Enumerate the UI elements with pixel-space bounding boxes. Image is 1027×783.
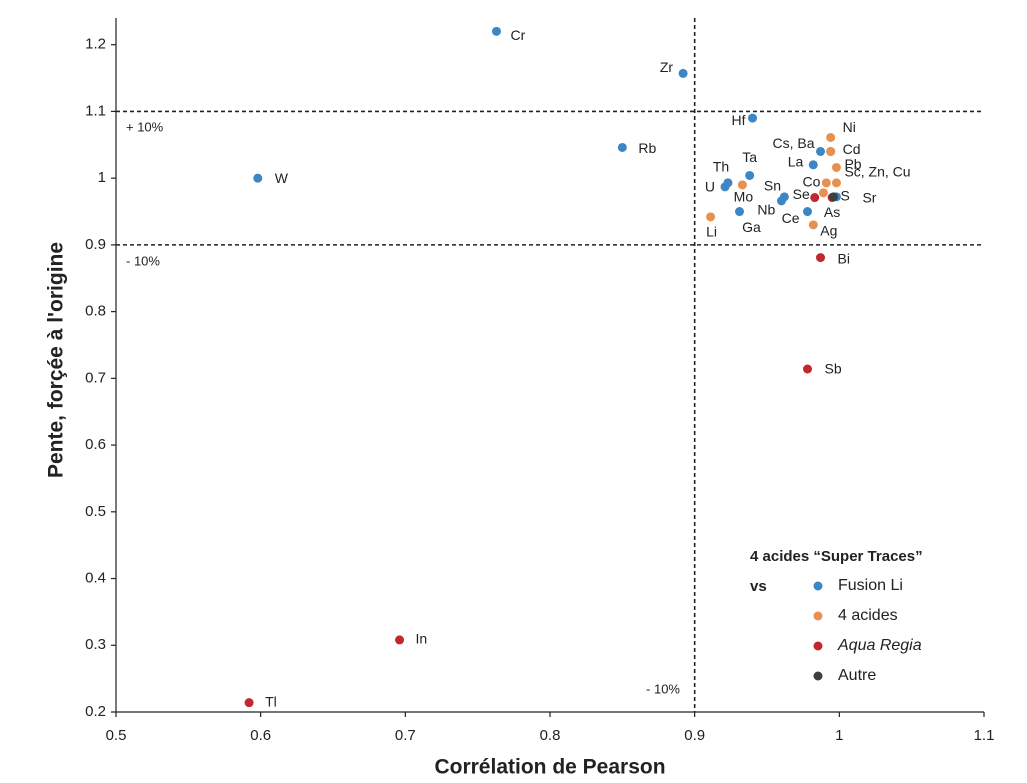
y-tick-label: 0.2 bbox=[85, 703, 106, 720]
y-tick-label: 0.3 bbox=[85, 636, 106, 653]
point bbox=[826, 132, 836, 142]
y-tick-label: 1.1 bbox=[85, 102, 106, 119]
point bbox=[816, 253, 826, 263]
point bbox=[745, 170, 755, 180]
x-tick-label: 1.1 bbox=[974, 727, 995, 744]
point bbox=[821, 178, 831, 188]
point bbox=[735, 207, 745, 217]
point bbox=[831, 162, 841, 172]
x-tick-label: 0.9 bbox=[684, 727, 705, 744]
point bbox=[818, 188, 828, 198]
point bbox=[803, 207, 813, 217]
annotation: + 10% bbox=[126, 119, 164, 134]
point-label: Ga bbox=[742, 219, 761, 235]
point-label: Ag bbox=[820, 223, 837, 239]
point bbox=[808, 220, 818, 230]
point bbox=[737, 180, 747, 190]
point bbox=[829, 192, 839, 202]
annotation: - 10% bbox=[646, 681, 680, 696]
legend-marker bbox=[813, 581, 823, 591]
point-label: Rb bbox=[638, 140, 656, 156]
point bbox=[720, 182, 730, 192]
x-axis-label: Corrélation de Pearson bbox=[434, 756, 665, 779]
point-label: Sr bbox=[862, 190, 876, 206]
point-label: Cr bbox=[510, 27, 525, 43]
point bbox=[244, 698, 254, 708]
legend-marker bbox=[813, 611, 823, 621]
legend-label: Aqua Regia bbox=[837, 637, 922, 654]
point bbox=[748, 113, 758, 123]
point-label: As bbox=[824, 204, 840, 220]
point-label: Cs, Ba bbox=[773, 135, 815, 151]
point-label: Ni bbox=[843, 119, 856, 135]
point-label: Cd bbox=[843, 141, 861, 157]
point bbox=[803, 364, 813, 374]
point-label: Co bbox=[803, 174, 821, 190]
y-tick-label: 1 bbox=[98, 169, 106, 186]
point-label: Th bbox=[713, 159, 729, 175]
point-label: In bbox=[416, 631, 428, 647]
point bbox=[826, 146, 836, 156]
point-label: S bbox=[841, 188, 850, 204]
x-tick-label: 0.6 bbox=[250, 727, 271, 744]
y-tick-label: 0.9 bbox=[85, 236, 106, 253]
point-label: U bbox=[705, 179, 715, 195]
point-label: W bbox=[275, 170, 289, 186]
y-tick-label: 1.2 bbox=[85, 36, 106, 53]
legend-marker bbox=[813, 671, 823, 681]
x-tick-label: 0.8 bbox=[540, 727, 561, 744]
point bbox=[808, 160, 818, 170]
point bbox=[678, 68, 688, 78]
point-label: Bi bbox=[838, 250, 850, 266]
point bbox=[706, 212, 716, 222]
y-tick-label: 0.8 bbox=[85, 303, 106, 320]
point bbox=[491, 26, 501, 36]
point-label: Se bbox=[793, 186, 810, 202]
legend-label: Autre bbox=[838, 667, 876, 684]
point-label: Tl bbox=[265, 693, 277, 709]
y-tick-label: 0.7 bbox=[85, 369, 106, 386]
y-axis-label: Pente, forçée à l'origine bbox=[45, 242, 68, 478]
point bbox=[395, 635, 405, 645]
point-label: Hf bbox=[732, 112, 746, 128]
y-tick-label: 0.4 bbox=[85, 570, 106, 587]
x-tick-label: 0.7 bbox=[395, 727, 416, 744]
point-label: La bbox=[788, 154, 804, 170]
point bbox=[779, 192, 789, 202]
point-label: Sc, Zn, Cu bbox=[844, 164, 910, 180]
point bbox=[816, 146, 826, 156]
point bbox=[831, 178, 841, 188]
point bbox=[810, 193, 820, 203]
point-label: Nb bbox=[757, 202, 775, 218]
legend-title: 4 acides “Super Traces” bbox=[750, 548, 923, 565]
point-label: Sb bbox=[825, 361, 842, 377]
y-tick-label: 0.6 bbox=[85, 436, 106, 453]
legend-label: 4 acides bbox=[838, 607, 898, 624]
point-label: Ta bbox=[742, 149, 757, 165]
point-label: Sn bbox=[764, 178, 781, 194]
annotation: - 10% bbox=[126, 253, 160, 268]
point-label: Mo bbox=[734, 189, 754, 205]
x-tick-label: 1 bbox=[835, 727, 843, 744]
point-label: Li bbox=[706, 224, 717, 240]
point-label: Pb bbox=[844, 156, 861, 172]
x-tick-label: 0.5 bbox=[106, 727, 127, 744]
point-label: Zr bbox=[660, 59, 674, 75]
legend-subtitle: vs bbox=[750, 578, 767, 595]
y-tick-label: 0.5 bbox=[85, 503, 106, 520]
legend-label: Fusion Li bbox=[838, 577, 903, 594]
legend-marker bbox=[813, 641, 823, 651]
point-label: Ce bbox=[782, 210, 800, 226]
point bbox=[253, 173, 263, 183]
point bbox=[617, 142, 627, 152]
